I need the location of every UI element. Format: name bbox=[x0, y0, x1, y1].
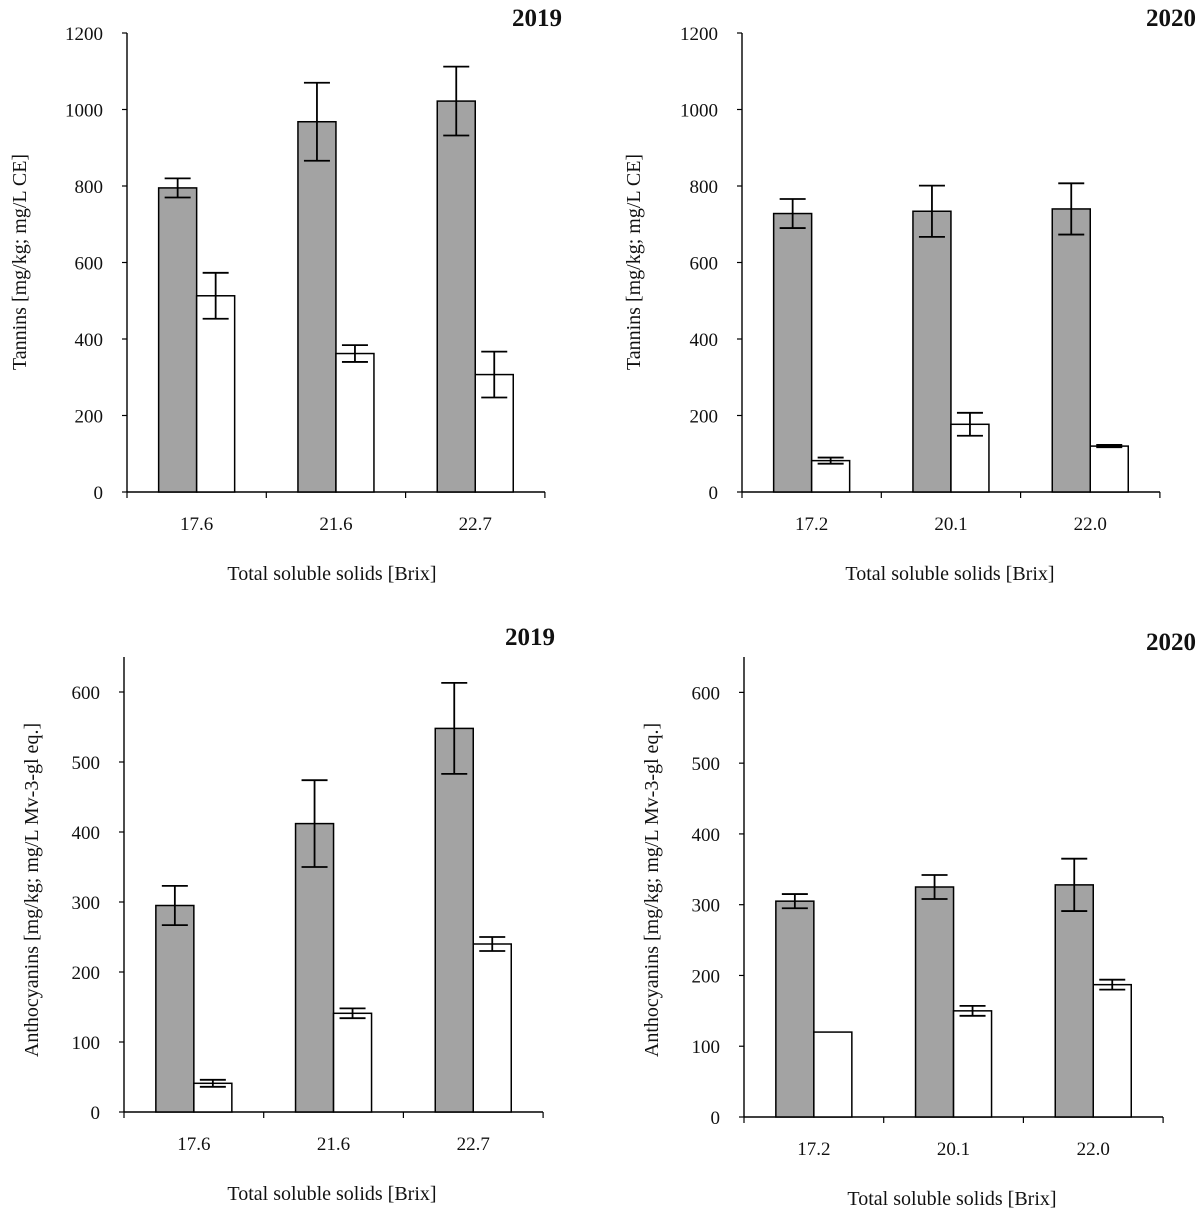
y-axis-label: Tannins [mg/kg; mg/L CE] bbox=[9, 154, 31, 370]
bar-gray bbox=[914, 886, 955, 1118]
bar-gray bbox=[1054, 884, 1094, 1118]
bar-gray bbox=[434, 727, 474, 1113]
y-axis-label: Anthocyanins [mg/kg; mg/L Mv-3-gl eq.] bbox=[641, 723, 663, 1057]
bar-white bbox=[813, 1031, 853, 1118]
x-category-label: 17.6 bbox=[180, 514, 213, 535]
x-category-label: 21.6 bbox=[317, 1134, 350, 1155]
bar-gray bbox=[157, 187, 198, 493]
y-tick-label: 400 bbox=[72, 823, 101, 844]
y-axis-label: Anthocyanins [mg/kg; mg/L Mv-3-gl eq.] bbox=[21, 723, 43, 1057]
y-tick-label: 0 bbox=[711, 1108, 721, 1129]
bar-gray bbox=[1051, 208, 1091, 493]
y-tick-label: 1000 bbox=[65, 101, 103, 122]
y-tick-label: 200 bbox=[75, 407, 104, 428]
y-tick-label: 0 bbox=[91, 1103, 101, 1124]
y-tick-label: 1200 bbox=[680, 24, 718, 45]
x-category-label: 17.6 bbox=[177, 1134, 210, 1155]
panel-tannins-2019: 0 200 400 600 800 1000 1200 17.6 21.6 22.7 2019 T… bbox=[9, 5, 562, 585]
bar-gray bbox=[436, 100, 476, 493]
y-tick-label: 0 bbox=[709, 483, 719, 504]
y-tick-label: 500 bbox=[72, 753, 101, 774]
bar-gray bbox=[155, 904, 195, 1113]
x-axis-label: Total soluble solids [Brix] bbox=[845, 563, 1054, 585]
y-tick-label: 600 bbox=[75, 254, 104, 275]
x-category-label: 20.1 bbox=[937, 1139, 970, 1160]
bar-white bbox=[1092, 983, 1132, 1118]
x-category-label: 22.0 bbox=[1077, 1139, 1110, 1160]
y-tick-label: 200 bbox=[690, 407, 719, 428]
y-tick-label: 600 bbox=[690, 254, 719, 275]
bar-gray bbox=[772, 212, 813, 493]
y-tick-label: 400 bbox=[75, 330, 104, 351]
x-category-label: 20.1 bbox=[934, 514, 967, 535]
bar-gray bbox=[775, 900, 815, 1118]
y-tick-label: 600 bbox=[72, 683, 101, 704]
panel-title: 2020 bbox=[1146, 5, 1196, 32]
bar-white bbox=[335, 352, 375, 493]
plot-area: 0 200 400 600 800 1000 1200 17.6 21.6 22.7 bbox=[65, 24, 546, 535]
y-tick-label: 200 bbox=[72, 963, 101, 984]
y-tick-label: 100 bbox=[72, 1033, 101, 1054]
plot-area: 0 100 200 300 400 500 600 17.6 21.6 22.7 bbox=[72, 657, 544, 1155]
y-tick-label: 800 bbox=[690, 177, 719, 198]
x-category-label: 22.7 bbox=[459, 514, 492, 535]
x-category-label: 17.2 bbox=[795, 514, 828, 535]
y-tick-label: 500 bbox=[692, 754, 721, 775]
y-tick-label: 0 bbox=[94, 483, 104, 504]
y-tick-label: 400 bbox=[690, 330, 719, 351]
y-tick-label: 600 bbox=[692, 683, 721, 704]
y-tick-label: 200 bbox=[692, 966, 721, 987]
x-category-label: 22.7 bbox=[457, 1134, 490, 1155]
y-tick-label: 300 bbox=[692, 896, 721, 917]
bar-white bbox=[952, 1010, 993, 1118]
panel-title: 2020 bbox=[1146, 629, 1196, 656]
x-axis-label: Total soluble solids [Brix] bbox=[227, 1183, 436, 1205]
x-axis-label: Total soluble solids [Brix] bbox=[227, 563, 436, 585]
bar-white bbox=[195, 295, 236, 493]
y-tick-label: 300 bbox=[72, 893, 101, 914]
bar-gray bbox=[294, 822, 335, 1113]
bar-white bbox=[1089, 445, 1129, 493]
panel-anthocyanins-2020: 0 100 200 300 400 500 600 17.2 20.1 22.0 2020 Tot… bbox=[641, 629, 1196, 1210]
y-tick-label: 1200 bbox=[65, 24, 103, 45]
panel-title: 2019 bbox=[512, 5, 562, 32]
bar-white bbox=[810, 459, 851, 493]
bar-gray bbox=[297, 120, 337, 493]
panel-anthocyanins-2019: 0 100 200 300 400 500 600 17.6 21.6 22.7 2019 Tot… bbox=[21, 624, 555, 1205]
x-category-label: 17.2 bbox=[797, 1139, 830, 1160]
plot-area: 0 200 400 600 800 1000 1200 17.2 20.1 22.0 bbox=[680, 24, 1161, 535]
panel-tannins-2020: 0 200 400 600 800 1000 1200 17.2 20.1 22.0 2020 T… bbox=[623, 5, 1196, 585]
bar-gray bbox=[912, 210, 952, 493]
x-axis-label: Total soluble solids [Brix] bbox=[847, 1188, 1056, 1210]
y-tick-label: 1000 bbox=[680, 101, 718, 122]
y-axis-label: Tannins [mg/kg; mg/L CE] bbox=[623, 154, 645, 370]
bar-white bbox=[472, 943, 512, 1113]
bar-white bbox=[332, 1012, 373, 1113]
panel-title: 2019 bbox=[505, 624, 555, 651]
x-category-label: 21.6 bbox=[319, 514, 352, 535]
y-tick-label: 400 bbox=[692, 825, 721, 846]
y-tick-label: 100 bbox=[692, 1037, 721, 1058]
x-category-label: 22.0 bbox=[1074, 514, 1107, 535]
plot-area: 0 100 200 300 400 500 600 17.2 20.1 22.0 bbox=[692, 657, 1164, 1160]
y-tick-label: 800 bbox=[75, 177, 104, 198]
